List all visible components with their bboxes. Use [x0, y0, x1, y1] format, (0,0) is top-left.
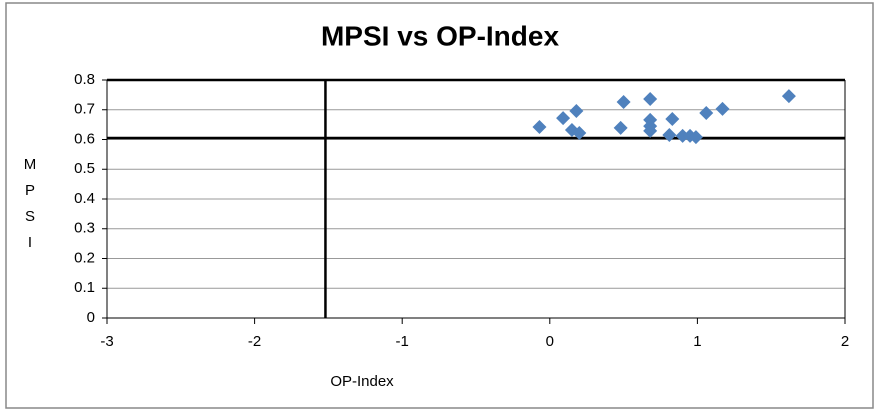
point	[532, 120, 547, 135]
point	[781, 89, 796, 104]
x-axis-label: OP-Index	[330, 373, 394, 390]
point	[675, 128, 690, 143]
y-tick-label: 0.5	[74, 160, 95, 177]
point	[699, 106, 714, 121]
point	[688, 130, 703, 145]
y-tick-label: 0.7	[74, 101, 95, 118]
point	[715, 101, 730, 116]
y-tick-label: 0.3	[74, 220, 95, 237]
x-tick-label: -1	[396, 333, 409, 350]
point	[569, 103, 584, 118]
point	[556, 111, 571, 126]
x-tick-label: 0	[546, 333, 554, 350]
point	[643, 92, 658, 107]
y-tick-label: 0.1	[74, 279, 95, 296]
chart-title: MPSI vs OP-Index	[321, 20, 559, 51]
chart-frame	[5, 2, 874, 409]
point	[643, 123, 658, 138]
x-tick-label: -2	[248, 333, 261, 350]
y-tick-label: 0.6	[74, 130, 95, 147]
x-tick-label: -3	[100, 333, 113, 350]
y-tick-label: 0.2	[74, 249, 95, 266]
point	[613, 120, 628, 135]
x-tick-label: 1	[693, 333, 701, 350]
point	[665, 111, 680, 126]
point	[572, 125, 587, 140]
y-tick-label: 0	[87, 309, 95, 326]
y-tick-label: 0.4	[74, 190, 95, 207]
y-tick-label: 0.8	[74, 71, 95, 88]
x-tick-label: 2	[841, 333, 849, 350]
point	[662, 128, 677, 143]
point	[616, 95, 631, 110]
